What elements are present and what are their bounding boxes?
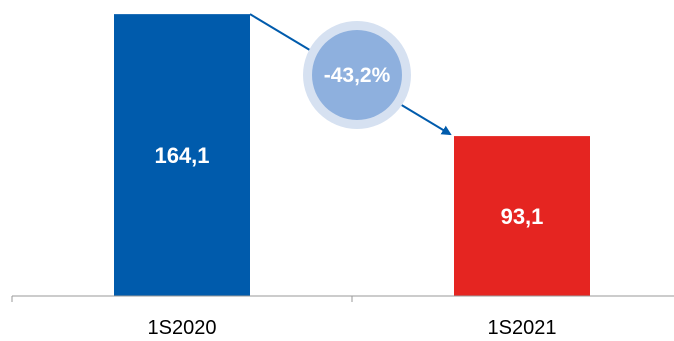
x-axis: 1S2020 1S2021 [11,295,674,339]
change-percent-label: -43,2% [324,64,391,87]
bar-value-label: 164,1 [154,143,209,168]
change-badge-layer: -43,2% [303,21,411,129]
bar-1S2020 [114,14,250,296]
bar-value-label: 93,1 [501,204,544,229]
x-tick-label: 1S2021 [488,317,557,339]
bar-1S2021 [454,136,590,296]
bars-layer: 164,1 93,1 [114,14,590,296]
change-badge [312,30,402,120]
x-tick-label: 1S2020 [148,317,217,339]
